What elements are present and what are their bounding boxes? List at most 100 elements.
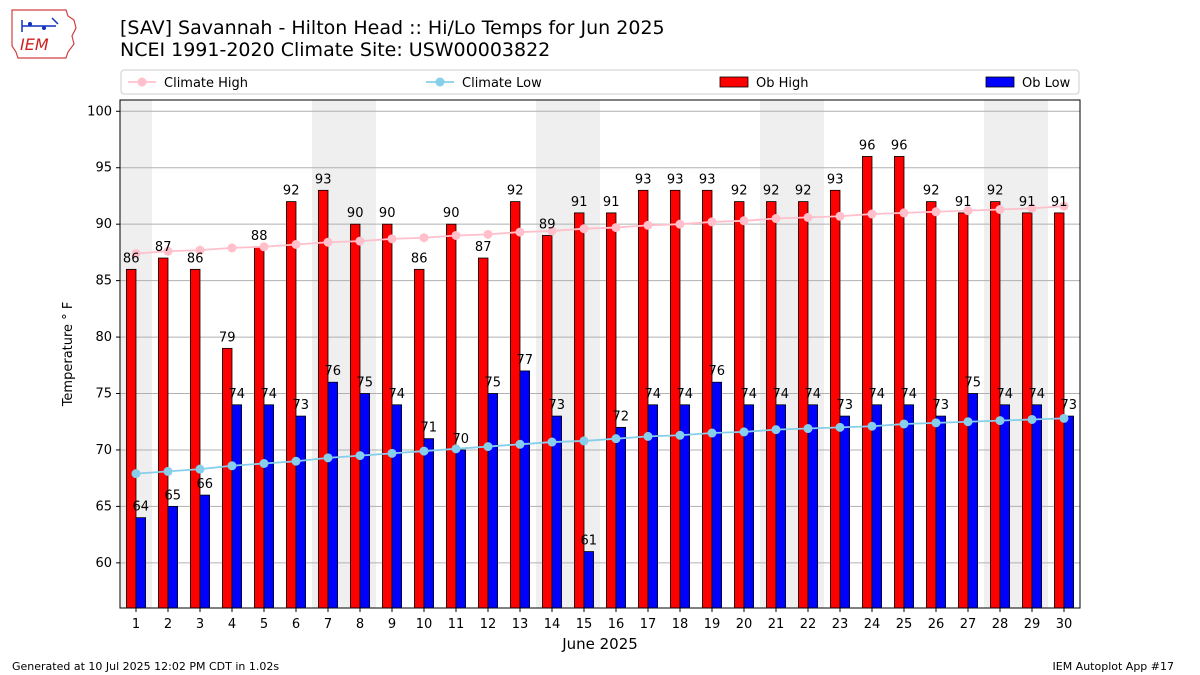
- ob-high-value-label: 92: [507, 184, 524, 199]
- climate-high-point: [419, 233, 429, 243]
- x-tick-label: 20: [736, 617, 753, 632]
- ob-low-value-label: 74: [869, 387, 886, 402]
- ob-low-bar: [519, 370, 531, 609]
- ob-low-bar: [263, 404, 275, 609]
- ob-high-value-label: 92: [763, 184, 780, 199]
- climate-low-point: [131, 469, 141, 479]
- climate-low-point: [483, 442, 493, 452]
- climate-high-point: [291, 239, 301, 249]
- legend: Climate High Climate Low Ob High Ob Low: [120, 69, 1080, 95]
- ob-low-bar: [935, 415, 947, 609]
- x-tick-label: 6: [292, 617, 300, 632]
- ob-high-value-label: 92: [731, 184, 748, 199]
- ob-low-bar: [903, 404, 915, 609]
- x-tick-label: 5: [260, 617, 268, 632]
- ob-high-value-label: 93: [699, 172, 716, 187]
- ob-low-bar: [1063, 415, 1075, 609]
- x-tick-label: 28: [992, 617, 1009, 632]
- ob-low-bar: [135, 517, 147, 609]
- ob-low-bar: [199, 494, 211, 609]
- ob-high-value-label: 96: [891, 138, 908, 153]
- grid-lines: [120, 110, 1080, 564]
- ob-low-value-label: 74: [805, 387, 822, 402]
- ob-high-value-label: 96: [859, 138, 876, 153]
- x-tick-label: 30: [1056, 617, 1073, 632]
- ob-low-value-label: 71: [421, 421, 438, 436]
- climate-high-point: [195, 245, 205, 255]
- ob-high-value-label: 87: [475, 240, 492, 255]
- ob-low-bar: [999, 404, 1011, 609]
- ob-high-value-label: 91: [955, 195, 972, 210]
- climate-low-point: [867, 421, 877, 431]
- ob-low-bar: [615, 426, 627, 609]
- bar-value-labels: 86 64 87 65 86 66 79 74 88 74 92 73 93 76 90 75 90 74 86 71…: [123, 138, 1077, 548]
- y-tick-label: 100: [87, 104, 112, 119]
- ob-high-bar: [574, 212, 585, 609]
- ob-low-value-label: 74: [901, 387, 918, 402]
- ob-low-value-label: 73: [837, 398, 854, 413]
- climate-high-point: [451, 230, 461, 240]
- ob-high-value-label: 91: [1051, 195, 1068, 210]
- climate-low-point: [1027, 414, 1037, 424]
- x-tick-label: 11: [448, 617, 465, 632]
- climate-low-point: [355, 451, 365, 461]
- climate-low-point: [195, 464, 205, 474]
- ob-low-bar: [455, 449, 467, 609]
- x-tick-label: 4: [228, 617, 236, 632]
- generated-timestamp: Generated at 10 Jul 2025 12:02 PM CDT in…: [12, 660, 280, 673]
- climate-high-point: [323, 237, 333, 247]
- climate-high-point: [675, 219, 685, 229]
- ob-high-value-label: 92: [283, 184, 300, 199]
- legend-swatch-bar: [985, 76, 1015, 88]
- climate-low-point: [643, 431, 653, 441]
- x-tick-label: 7: [324, 617, 332, 632]
- ob-low-value-label: 76: [709, 364, 726, 379]
- ob-high-value-label: 92: [795, 184, 812, 199]
- ob-low-value-label: 73: [549, 398, 566, 413]
- y-tick-label: 95: [95, 161, 112, 176]
- climate-low-point: [259, 459, 269, 469]
- ob-high-bar: [126, 268, 137, 609]
- climate-low-point: [963, 417, 973, 427]
- climate-high-point: [1027, 203, 1037, 213]
- climate-low-point: [995, 416, 1005, 426]
- x-tick-label: 21: [768, 617, 785, 632]
- climate-low-point: [739, 427, 749, 437]
- climate-high-point: [739, 216, 749, 226]
- chart-title-line1: [SAV] Savannah - Hilton Head :: Hi/Lo Te…: [120, 17, 665, 39]
- ob-low-value-label: 74: [1029, 387, 1046, 402]
- x-tick-label: 9: [388, 617, 396, 632]
- legend-swatch-marker: [435, 77, 445, 87]
- legend-label: Climate High: [164, 76, 248, 91]
- y-tick-label: 75: [95, 387, 112, 402]
- ob-high-bar: [798, 201, 809, 609]
- climate-high-point: [163, 246, 173, 256]
- x-axis-label: June 2025: [561, 635, 638, 653]
- ob-high-value-label: 86: [123, 251, 140, 266]
- ob-low-bar: [327, 381, 339, 609]
- x-tick-label: 15: [576, 617, 593, 632]
- ob-low-value-label: 73: [293, 398, 310, 413]
- ob-high-value-label: 86: [187, 251, 204, 266]
- ob-low-value-label: 61: [581, 534, 598, 549]
- ob-high-value-label: 90: [379, 206, 396, 221]
- ob-high-bar: [990, 201, 1001, 609]
- ob-low-value-label: 74: [389, 387, 406, 402]
- climate-high-point: [771, 214, 781, 224]
- climate-low-point: [323, 453, 333, 463]
- climate-low-point: [419, 446, 429, 456]
- ob-low-value-label: 75: [357, 376, 374, 391]
- ob-low-bar: [871, 404, 883, 609]
- logo-text: IEM: [20, 35, 49, 54]
- ob-high-value-label: 91: [1019, 195, 1036, 210]
- ob-low-bar: [423, 438, 435, 609]
- ob-high-value-label: 93: [667, 172, 684, 187]
- x-tick-label: 19: [704, 617, 721, 632]
- x-tick-label: 12: [480, 617, 497, 632]
- legend-swatch-marker: [137, 77, 147, 87]
- ob-high-bar: [734, 201, 745, 609]
- x-tick-label: 13: [512, 617, 529, 632]
- y-tick-label: 65: [95, 499, 112, 514]
